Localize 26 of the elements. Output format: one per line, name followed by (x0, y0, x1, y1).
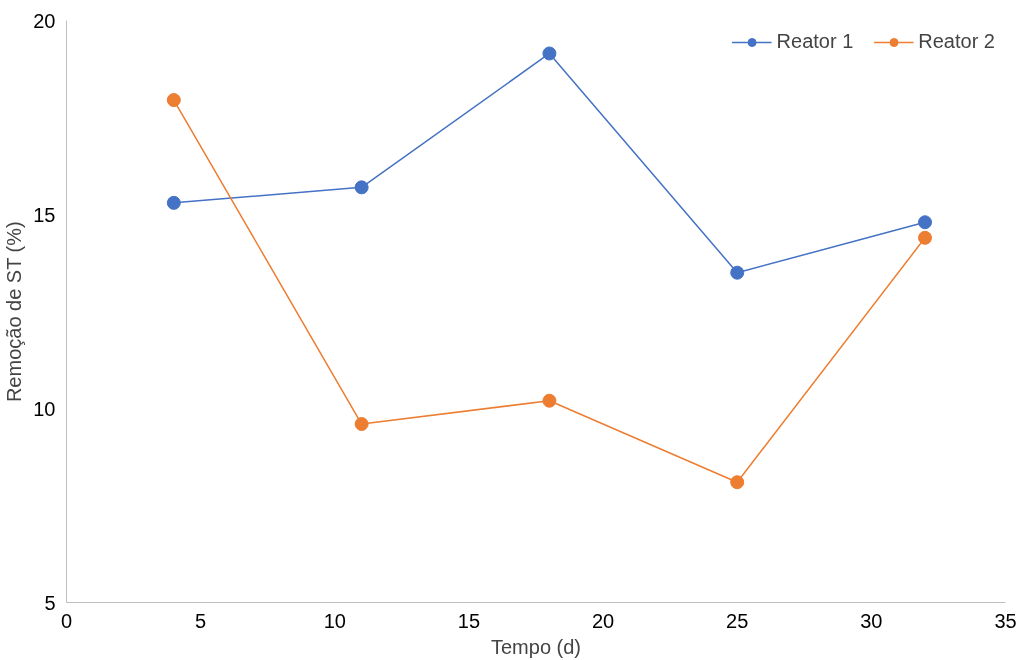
point (918, 215, 933, 230)
point (166, 195, 181, 210)
point (542, 393, 557, 408)
y-tick-label: 20 (33, 9, 56, 32)
x-tick-label: 20 (591, 609, 615, 632)
x-tick-label: 10 (323, 609, 346, 632)
point (918, 230, 933, 245)
x-tick-label: 25 (726, 609, 749, 632)
y-tick-label: 5 (44, 591, 56, 614)
x-tick-label: 30 (860, 609, 883, 632)
point (730, 475, 745, 490)
x-axis-title: Tempo (d) (490, 635, 582, 658)
x-tick-label: 15 (457, 609, 481, 632)
point (730, 265, 745, 280)
y-tick-label: 15 (33, 203, 56, 226)
point (542, 46, 557, 61)
point (166, 93, 181, 108)
x-tick-label: 35 (994, 609, 1017, 632)
legend-label: Reator 2 (918, 30, 995, 53)
legend-label: Reator 1 (776, 30, 854, 53)
x-tick-label: 0 (60, 609, 73, 632)
y-tick-label: 10 (33, 397, 56, 420)
y-axis-title: Remoção de ST (%) (3, 221, 26, 403)
point (354, 180, 369, 195)
point (354, 417, 369, 432)
x-tick-label: 5 (195, 609, 207, 632)
